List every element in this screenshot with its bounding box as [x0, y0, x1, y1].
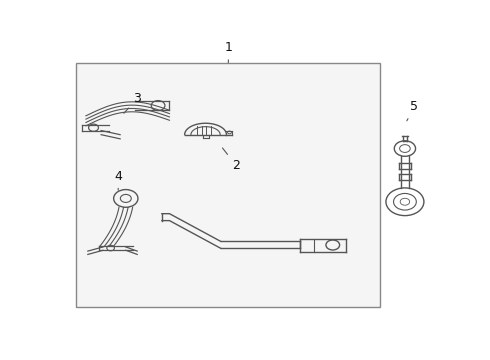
Text: 1: 1: [224, 41, 232, 63]
Text: 3: 3: [124, 92, 141, 113]
Text: 2: 2: [222, 148, 240, 172]
Bar: [76, 63, 380, 307]
Text: 5: 5: [407, 100, 418, 121]
Text: 4: 4: [114, 170, 122, 190]
